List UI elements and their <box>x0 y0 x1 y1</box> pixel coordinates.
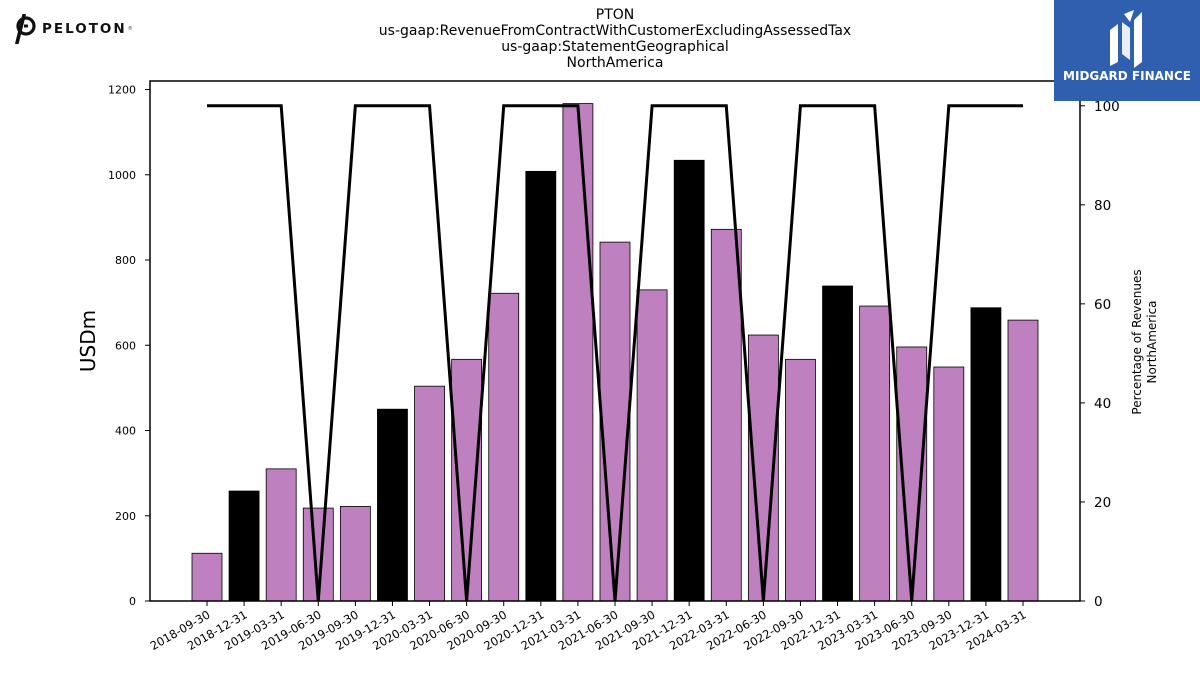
y-tick-label-400: 400 <box>115 425 136 438</box>
y2-tick-label-60: 60 <box>1094 297 1111 313</box>
y-tick-label-0: 0 <box>129 595 136 608</box>
y2-axis-label-line-2: NorthAmerica <box>1145 300 1159 383</box>
bar-2021-12-31 <box>673 159 705 602</box>
y2-tick-label-20: 20 <box>1094 495 1111 511</box>
bar-2023-09-30 <box>933 366 965 602</box>
y2-tick-label-80: 80 <box>1094 198 1111 214</box>
bar-2023-12-31 <box>970 307 1002 602</box>
y-tick-label-200: 200 <box>115 510 136 523</box>
bar-2019-09-30 <box>339 505 371 602</box>
bar-2020-09-30 <box>488 292 520 602</box>
y-axis-label: USDm <box>76 310 100 372</box>
bar-2021-06-30 <box>599 241 631 602</box>
title-line-4: NorthAmerica <box>566 55 664 71</box>
midgard-finance-logo: MIDGARD FINANCE <box>1054 0 1200 101</box>
bar-2021-09-30 <box>636 289 668 602</box>
bar-2018-09-30 <box>191 552 223 602</box>
peloton-p-icon <box>15 14 36 44</box>
title-line-2: us-gaap:RevenueFromContractWithCustomerE… <box>378 23 852 39</box>
bar-2024-03-31 <box>1007 319 1039 602</box>
bar-2020-03-31 <box>414 385 445 602</box>
bar-2019-12-31 <box>377 408 408 602</box>
y-tick-label-1200: 1200 <box>108 84 136 97</box>
registered-mark: ® <box>127 26 133 32</box>
bar-2018-12-31 <box>228 490 260 602</box>
peloton-logo: PELOTON ® <box>14 14 133 44</box>
title-line-1: PTON <box>595 7 635 23</box>
title-line-3: us-gaap:StatementGeographical <box>501 39 729 55</box>
bar-2022-12-31 <box>822 285 853 602</box>
bar-2019-03-31 <box>265 468 297 602</box>
bar-2022-03-31 <box>710 228 742 602</box>
peloton-wordmark: PELOTON <box>42 21 127 37</box>
bar-2022-09-30 <box>785 358 816 602</box>
y-tick-label-600: 600 <box>115 339 136 352</box>
y2-axis-label-line-1: Percentage of Revenues <box>1130 269 1144 414</box>
y-tick-label-1000: 1000 <box>108 169 136 182</box>
y2-tick-label-0: 0 <box>1094 594 1103 610</box>
y2-tick-label-40: 40 <box>1094 396 1111 412</box>
y-tick-label-800: 800 <box>115 254 136 267</box>
bar-2023-03-31 <box>859 305 891 602</box>
midgard-emblem-icon <box>1110 10 1142 68</box>
y2-tick-label-100: 100 <box>1094 99 1120 115</box>
bar-2021-03-31 <box>562 103 594 602</box>
midgard-finance-name: MIDGARD FINANCE <box>1063 69 1191 83</box>
bar-2020-12-31 <box>525 170 557 602</box>
